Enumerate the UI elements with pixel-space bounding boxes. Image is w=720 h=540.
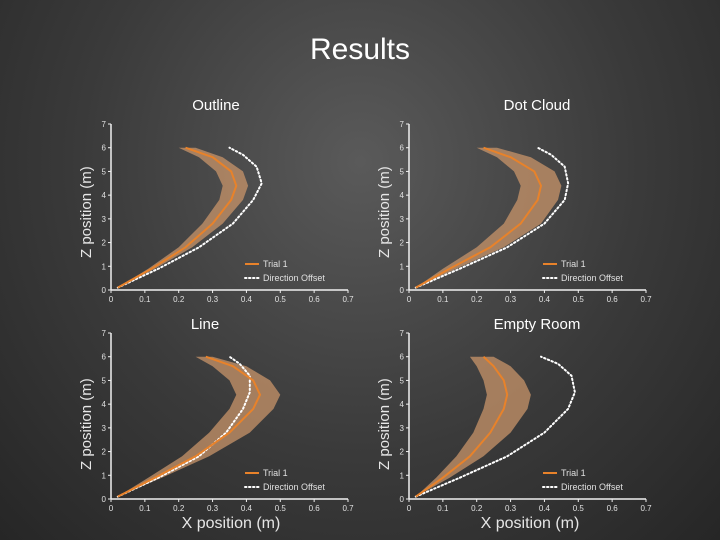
legend-trial-label: Trial 1	[561, 468, 586, 478]
x-tick-label: 0.1	[437, 504, 449, 513]
direction-offset-series	[414, 146, 570, 289]
x-tick-label: 0.7	[640, 504, 652, 513]
y-axis-label-line: Z position (m)	[78, 378, 95, 470]
x-tick-label: 0.7	[342, 504, 354, 513]
y-tick-label: 0	[400, 286, 405, 295]
confidence-band	[415, 147, 562, 288]
x-tick-label: 0.4	[539, 504, 551, 513]
x-tick-label: 0.3	[207, 295, 219, 304]
y-tick-label: 7	[102, 329, 107, 338]
legend-trial-label: Trial 1	[263, 468, 288, 478]
plot-title-line: Line	[190, 316, 220, 333]
y-tick-label: 6	[400, 353, 405, 362]
y-tick-label: 2	[400, 239, 405, 248]
direction-offset-series	[116, 146, 263, 289]
legend-trial-label: Trial 1	[263, 259, 288, 269]
x-tick-label: 0.4	[539, 295, 551, 304]
x-tick-label: 0.2	[173, 504, 185, 513]
x-axis-label-line: X position (m)	[181, 515, 281, 532]
x-tick-label: 0.1	[139, 295, 151, 304]
x-tick-label: 0.5	[573, 295, 585, 304]
plot-title-outline: Outline	[192, 97, 240, 114]
y-tick-label: 0	[102, 495, 107, 504]
x-tick-label: 0.3	[505, 504, 517, 513]
y-axis-label-outline: Z position (m)	[78, 166, 95, 258]
y-tick-label: 7	[400, 329, 405, 338]
y-tick-label: 2	[400, 448, 405, 457]
confidence-band	[117, 147, 249, 288]
plot-title-empty-room: Empty Room	[493, 316, 581, 333]
y-tick-label: 6	[400, 144, 405, 153]
y-tick-label: 1	[400, 471, 405, 480]
chart-line: 0 0.1 0.2 0.3 0.4 0.5 0.6 0.7 0 1 2 3 4 5 6 7 Trial 1 Dir…	[95, 327, 360, 517]
x-tick-label: 0.4	[241, 295, 253, 304]
y-tick-label: 4	[102, 400, 107, 409]
trial-1-series	[415, 146, 543, 289]
legend-trial-label: Trial 1	[561, 259, 586, 269]
x-tick-label: 0.3	[207, 504, 219, 513]
y-tick-label: 2	[102, 448, 107, 457]
y-tick-label: 0	[400, 495, 405, 504]
x-tick-label: 0	[407, 504, 412, 513]
y-tick-label: 0	[102, 286, 107, 295]
y-tick-label: 3	[102, 215, 107, 224]
x-tick-label: 0.1	[139, 504, 151, 513]
x-tick-label: 0.5	[573, 504, 585, 513]
x-tick-label: 0.7	[342, 295, 354, 304]
legend-offset-label: Direction Offset	[263, 273, 325, 283]
y-axis-label-empty-room: Z position (m)	[376, 378, 393, 470]
plot-title-dot-cloud: Dot Cloud	[503, 97, 571, 114]
x-tick-label: 0.5	[275, 504, 287, 513]
direction-offset-series	[116, 355, 251, 498]
legend-offset-label: Direction Offset	[561, 273, 623, 283]
confidence-band	[117, 356, 281, 497]
slide-title: Results	[309, 33, 411, 66]
y-tick-label: 5	[102, 167, 107, 176]
trial-1-series	[117, 355, 262, 498]
y-tick-label: 4	[102, 191, 107, 200]
x-tick-label: 0.3	[505, 295, 517, 304]
chart-dot-cloud: 0 0.1 0.2 0.3 0.4 0.5 0.6 0.7 0 1 2 3 4 5 6 7 Trial 1 Dir…	[393, 118, 658, 308]
x-tick-label: 0	[407, 295, 412, 304]
chart-empty-room: 0 0.1 0.2 0.3 0.4 0.5 0.6 0.7 0 1 2 3 4 5 6 7 Trial 1 Dir…	[393, 327, 658, 517]
x-tick-label: 0.4	[241, 504, 253, 513]
x-tick-label: 0.1	[437, 295, 449, 304]
y-tick-label: 7	[400, 120, 405, 129]
x-tick-label: 0.6	[309, 504, 321, 513]
x-tick-label: 0.5	[275, 295, 287, 304]
x-tick-label: 0.6	[309, 295, 321, 304]
y-tick-label: 4	[400, 400, 405, 409]
x-tick-label: 0	[109, 295, 114, 304]
confidence-band	[415, 356, 531, 497]
y-tick-label: 1	[102, 471, 107, 480]
x-tick-label: 0.6	[607, 295, 619, 304]
y-tick-label: 3	[102, 424, 107, 433]
x-tick-label: 0.7	[640, 295, 652, 304]
legend-offset-label: Direction Offset	[263, 482, 325, 492]
x-axis-label-empty-room: X position (m)	[480, 515, 580, 532]
y-tick-label: 6	[102, 353, 107, 362]
y-tick-label: 6	[102, 144, 107, 153]
trial-1-series	[415, 355, 509, 498]
trial-1-series	[117, 146, 238, 289]
x-tick-label: 0	[109, 504, 114, 513]
x-tick-label: 0.6	[607, 504, 619, 513]
y-tick-label: 5	[400, 167, 405, 176]
chart-outline: 0 0.1 0.2 0.3 0.4 0.5 0.6 0.7 0 1 2 3 4 5 6 7 Trial 1 Dir…	[95, 118, 360, 308]
y-tick-label: 1	[102, 262, 107, 271]
y-tick-label: 5	[400, 376, 405, 385]
y-tick-label: 7	[102, 120, 107, 129]
y-tick-label: 1	[400, 262, 405, 271]
direction-offset-series	[414, 355, 576, 498]
y-tick-label: 3	[400, 424, 405, 433]
legend-offset-label: Direction Offset	[561, 482, 623, 492]
x-tick-label: 0.2	[471, 504, 483, 513]
y-tick-label: 3	[400, 215, 405, 224]
y-tick-label: 5	[102, 376, 107, 385]
y-tick-label: 2	[102, 239, 107, 248]
x-tick-label: 0.2	[173, 295, 185, 304]
x-tick-label: 0.2	[471, 295, 483, 304]
y-axis-label-dot-cloud: Z position (m)	[376, 166, 393, 258]
y-tick-label: 4	[400, 191, 405, 200]
